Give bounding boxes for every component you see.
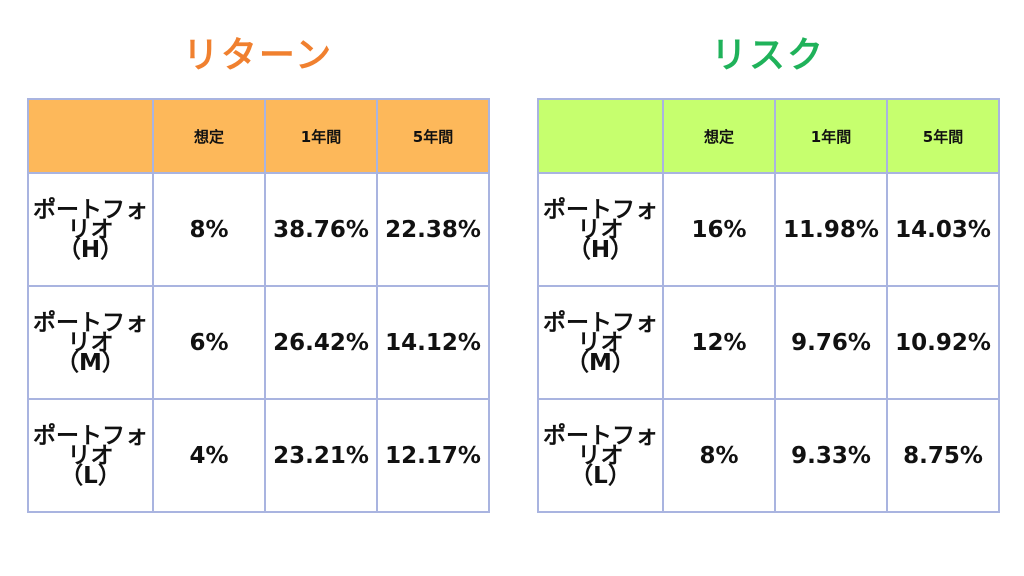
row-label: ポートフォリオ （L） bbox=[537, 398, 664, 513]
data-row: ポートフォリオ （M） 6% 26.42% 14.12% bbox=[27, 285, 490, 400]
value-cell: 38.76% bbox=[264, 172, 378, 287]
value-cell: 10.92% bbox=[886, 285, 1000, 400]
value-cell: 9.76% bbox=[774, 285, 888, 400]
row-label: ポートフォリオ （H） bbox=[537, 172, 664, 287]
header-cell: 1年間 bbox=[264, 98, 378, 174]
value-cell: 8.75% bbox=[886, 398, 1000, 513]
data-row: ポートフォリオ （L） 8% 9.33% 8.75% bbox=[537, 398, 1000, 513]
row-label: ポートフォリオ （H） bbox=[27, 172, 154, 287]
value-cell: 14.12% bbox=[376, 285, 490, 400]
header-row: 想定 1年間 5年間 bbox=[537, 98, 1000, 174]
row-label: ポートフォリオ （L） bbox=[27, 398, 154, 513]
corner-cell bbox=[27, 98, 154, 174]
value-cell: 6% bbox=[152, 285, 266, 400]
value-cell: 4% bbox=[152, 398, 266, 513]
data-row: ポートフォリオ （H） 8% 38.76% 22.38% bbox=[27, 172, 490, 287]
row-name: ポートフォリオ bbox=[33, 309, 148, 356]
row-tag: （H） bbox=[567, 236, 634, 263]
data-row: ポートフォリオ （L） 4% 23.21% 12.17% bbox=[27, 398, 490, 513]
value-cell: 8% bbox=[152, 172, 266, 287]
row-tag: （M） bbox=[566, 349, 635, 376]
row-label: ポートフォリオ （M） bbox=[27, 285, 154, 400]
value-cell: 11.98% bbox=[774, 172, 888, 287]
value-cell: 16% bbox=[662, 172, 776, 287]
risk-table: 想定 1年間 5年間 ポートフォリオ （H） 16% 11.98% 14.03% ポートフォリオ… bbox=[537, 98, 1000, 513]
header-cell: 1年間 bbox=[774, 98, 888, 174]
row-label: ポートフォリオ （M） bbox=[537, 285, 664, 400]
value-cell: 12% bbox=[662, 285, 776, 400]
value-cell: 12.17% bbox=[376, 398, 490, 513]
value-cell: 23.21% bbox=[264, 398, 378, 513]
value-cell: 26.42% bbox=[264, 285, 378, 400]
header-cell: 想定 bbox=[152, 98, 266, 174]
return-table: 想定 1年間 5年間 ポートフォリオ （H） 8% 38.76% 22.38% ポートフォリオ（… bbox=[27, 98, 490, 513]
row-tag: （L） bbox=[60, 462, 121, 489]
row-name: ポートフォリオ bbox=[33, 422, 148, 469]
value-cell: 22.38% bbox=[376, 172, 490, 287]
row-name: ポートフォリオ bbox=[543, 309, 658, 356]
row-tag: （L） bbox=[570, 462, 631, 489]
row-name: ポートフォリオ bbox=[33, 196, 148, 243]
risk-title: リスク bbox=[710, 35, 825, 76]
header-row: 想定 1年間 5年間 bbox=[27, 98, 490, 174]
value-cell: 8% bbox=[662, 398, 776, 513]
return-title: リターン bbox=[182, 35, 334, 76]
value-cell: 9.33% bbox=[774, 398, 888, 513]
data-row: ポートフォリオ （H） 16% 11.98% 14.03% bbox=[537, 172, 1000, 287]
header-cell: 5年間 bbox=[376, 98, 490, 174]
row-tag: （M） bbox=[56, 349, 125, 376]
value-cell: 14.03% bbox=[886, 172, 1000, 287]
header-cell: 想定 bbox=[662, 98, 776, 174]
data-row: ポートフォリオ （M） 12% 9.76% 10.92% bbox=[537, 285, 1000, 400]
row-name: ポートフォリオ bbox=[543, 422, 658, 469]
row-tag: （H） bbox=[57, 236, 124, 263]
corner-cell bbox=[537, 98, 664, 174]
header-cell: 5年間 bbox=[886, 98, 1000, 174]
row-name: ポートフォリオ bbox=[543, 196, 658, 243]
